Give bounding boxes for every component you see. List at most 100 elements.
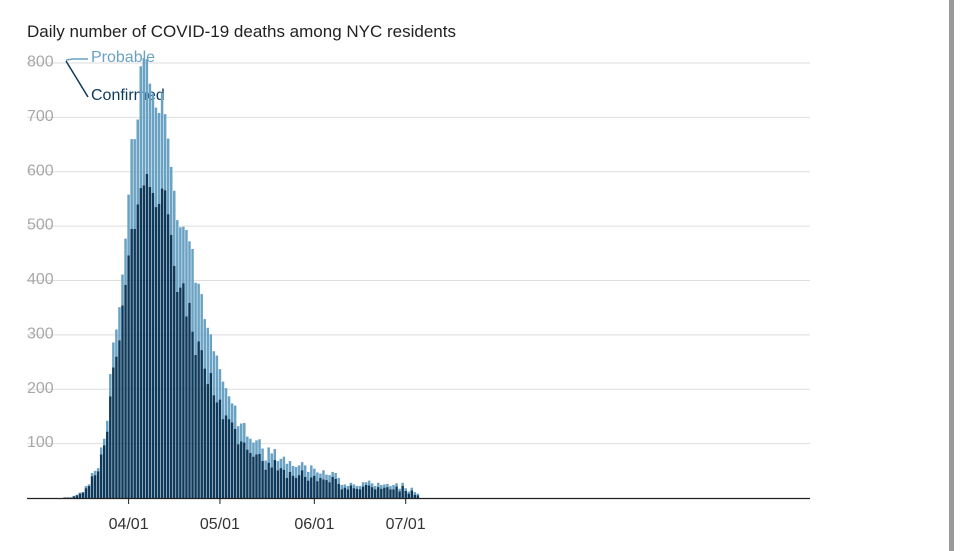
bar-confirmed: [288, 471, 292, 498]
bar-confirmed: [352, 488, 356, 498]
bar-probable: [169, 166, 173, 235]
gridlines: [27, 62, 810, 445]
bar-probable: [413, 492, 417, 495]
bar-confirmed: [130, 228, 133, 498]
bar-confirmed: [142, 185, 146, 498]
bar-probable: [343, 484, 347, 488]
bar-probable: [157, 113, 161, 204]
bar-probable: [215, 355, 219, 403]
bar-probable: [276, 461, 280, 471]
bar-confirmed: [112, 367, 115, 498]
bar-probable: [212, 351, 216, 396]
bar-confirmed: [291, 475, 295, 498]
bar-probable: [322, 470, 325, 480]
bar-probable: [136, 119, 139, 205]
y-tick-label: 300: [27, 325, 54, 342]
bar-confirmed: [221, 419, 225, 498]
bar-probable: [328, 475, 331, 483]
bar-confirmed: [310, 477, 313, 498]
bar-probable: [331, 471, 334, 477]
legend-leader-confirmed: [65, 60, 89, 98]
y-tick-label: 400: [27, 271, 54, 288]
bar-probable: [364, 482, 368, 485]
bar-confirmed: [255, 454, 258, 498]
bar-confirmed: [169, 234, 173, 498]
bar-confirmed: [66, 497, 69, 498]
bar-probable: [124, 238, 127, 285]
bar-probable: [264, 460, 267, 470]
bar-probable: [249, 438, 252, 453]
bar-confirmed: [261, 461, 264, 498]
legend-leader-probable: [65, 58, 88, 61]
bar-probable: [389, 486, 392, 490]
bar-confirmed: [206, 383, 210, 498]
bar-confirmed: [367, 485, 371, 498]
bar-confirmed: [139, 188, 143, 498]
bar-probable: [130, 139, 133, 229]
bar-probable: [90, 472, 94, 477]
bar-probable: [160, 92, 164, 189]
x-tick-label: 04/01: [109, 516, 149, 533]
bar-probable: [166, 138, 170, 215]
bar-confirmed: [358, 489, 362, 498]
bar-probable: [401, 482, 404, 487]
bar-confirmed: [151, 192, 155, 499]
bar-probable: [93, 470, 97, 476]
bar-probable: [109, 374, 112, 397]
bar-probable: [154, 107, 158, 208]
bar-confirmed: [404, 490, 407, 498]
bar-probable: [121, 274, 124, 306]
bar-probable: [233, 405, 237, 429]
bar-confirmed: [209, 372, 213, 498]
x-axis: 04/01 05/01 06/01 07/01: [27, 497, 810, 533]
bar-probable: [352, 484, 356, 489]
bar-probable: [255, 440, 258, 455]
bar-probable: [151, 93, 155, 193]
bar-probable: [142, 58, 146, 186]
bar-confirmed: [179, 287, 182, 498]
bar-probable: [319, 473, 322, 478]
bar-probable: [300, 462, 304, 471]
bar-probable: [307, 471, 310, 481]
bar-confirmed: [154, 207, 158, 498]
bar-probable: [291, 465, 295, 476]
bar-confirmed: [370, 487, 374, 498]
bar-probable: [407, 491, 410, 494]
bar-confirmed: [246, 449, 249, 498]
bar-confirmed: [252, 456, 255, 498]
bar-probable: [148, 83, 152, 187]
bar-probable: [227, 396, 231, 420]
bar-confirmed: [328, 482, 331, 498]
bar-confirmed: [407, 493, 410, 498]
bar-probable: [176, 220, 179, 292]
bar-confirmed: [81, 492, 85, 498]
legend-leaders: [65, 58, 89, 98]
bar-probable: [358, 486, 362, 490]
bar-confirmed: [303, 476, 307, 498]
bar-confirmed: [240, 441, 243, 498]
bar-confirmed: [230, 422, 234, 498]
bar-probable: [349, 482, 353, 486]
bar-confirmed: [377, 487, 380, 498]
bar-probable: [206, 327, 210, 384]
bar-confirmed: [331, 476, 334, 498]
bar-probable: [288, 461, 292, 472]
bar-confirmed: [188, 302, 191, 498]
x-tick-label: 05/01: [200, 516, 240, 533]
bar-confirmed: [118, 340, 121, 498]
bar-confirmed: [121, 305, 124, 498]
bar-confirmed: [90, 476, 94, 498]
bar-probable: [258, 439, 261, 454]
bar-confirmed: [273, 459, 277, 498]
bar-confirmed: [325, 480, 328, 498]
bar-probable: [392, 484, 395, 490]
bar-confirmed: [322, 479, 325, 498]
bar-confirmed: [78, 493, 82, 498]
bar-probable: [337, 477, 340, 484]
bar-confirmed: [282, 469, 286, 498]
bar-confirmed: [233, 428, 237, 498]
bar-probable: [373, 486, 377, 490]
bar-confirmed: [243, 442, 246, 498]
bar-probable: [303, 465, 307, 477]
